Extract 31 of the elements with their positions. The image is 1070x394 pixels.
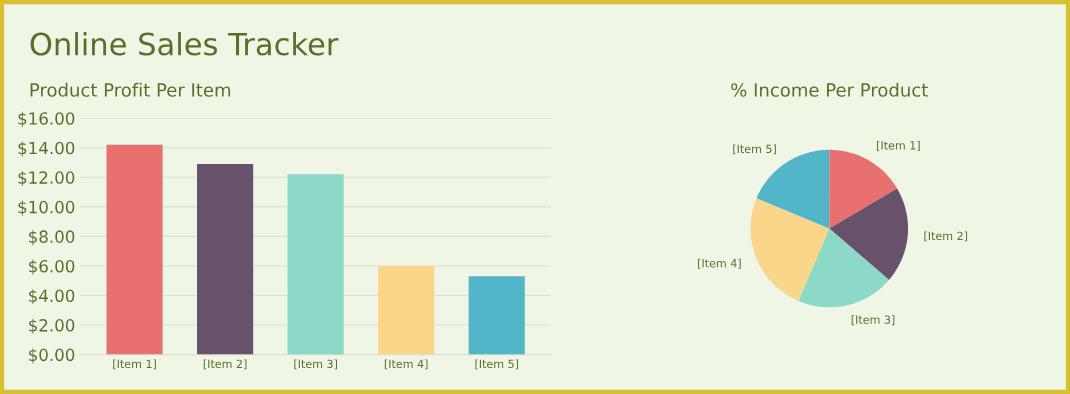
y-tick-label: $12.00: [18, 170, 75, 187]
slice-label: [Item 3]: [851, 315, 895, 326]
x-tick-label: [Item 3]: [294, 359, 337, 370]
slice-label: [Item 2]: [924, 231, 968, 242]
slice-label: [Item 5]: [733, 144, 776, 155]
slice-label: [Item 4]: [698, 258, 741, 269]
x-tick-label: [Item 5]: [475, 359, 519, 370]
y-tick-label: $16.00: [18, 111, 75, 127]
pie-slice: [750, 198, 830, 302]
x-tick-label: [Item 2]: [203, 359, 247, 370]
chart-title: Online Sales Tracker: [30, 31, 339, 56]
bar: [378, 265, 435, 355]
y-tick-label: $14.00: [18, 141, 75, 157]
bar: [106, 144, 163, 355]
bar: [468, 276, 525, 355]
pie-slice: [829, 149, 898, 229]
y-tick-label: $4.00: [29, 289, 75, 305]
bar: [197, 164, 254, 355]
y-tick-label: $6.00: [29, 259, 75, 275]
y-tick-label: $2.00: [29, 318, 75, 334]
pie-slice: [798, 228, 890, 308]
slice-label: [Item 1]: [877, 141, 920, 151]
x-tick-label: [Item 4]: [384, 359, 428, 370]
y-tick-label: $10.00: [18, 200, 75, 216]
pie-slice: [829, 188, 909, 280]
x-tick-label: [Item 1]: [113, 359, 156, 370]
bar: [287, 174, 344, 355]
chart-title: % Income Per Product: [731, 82, 928, 97]
y-tick-label: $8.00: [29, 230, 75, 246]
chart-subtitle: Product Profit Per Item: [30, 82, 231, 97]
y-tick-label: $0.00: [29, 348, 75, 364]
